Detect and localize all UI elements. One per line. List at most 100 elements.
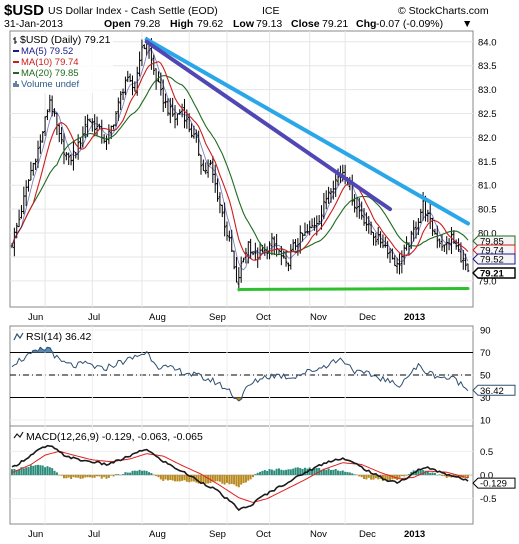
price-bar	[284, 251, 288, 267]
macd-x-axis: Jun Jul Aug Sep Oct Nov Dec 2013	[28, 529, 425, 540]
macd-histogram	[11, 464, 469, 488]
price-bar	[46, 109, 49, 121]
rsi-panel	[9, 325, 474, 427]
macd-legend: MACD(12,26,9) -0.129, -0.063, -0.065	[13, 431, 203, 443]
rsi-series-line	[11, 346, 469, 402]
close-value: 79.21	[322, 18, 348, 30]
legend-ma5-label: MA(5) 79.52	[21, 46, 73, 57]
macd-line-icon	[13, 431, 24, 439]
high-value: 79.62	[197, 18, 223, 30]
macd-value-tag: -0.129	[472, 477, 516, 490]
macd-signal-line	[11, 450, 469, 504]
x-tick-sep: Sep	[209, 312, 226, 323]
svg-text:-0.129: -0.129	[480, 479, 507, 490]
price-bar	[443, 244, 446, 252]
high-label: High	[170, 18, 193, 30]
price-bar	[176, 113, 179, 126]
x-tick-dec: Dec	[359, 312, 376, 323]
open-value: 79.28	[134, 18, 160, 30]
price-bar	[360, 201, 363, 220]
price-y-tick: 84.0	[478, 37, 497, 48]
price-bar	[435, 225, 439, 249]
ohlc-bar-icon	[13, 37, 17, 44]
price-bar	[317, 214, 321, 225]
rsi-y-tick: 90	[480, 326, 491, 337]
rsi-value-tag: 36.42	[472, 384, 516, 397]
price-bar	[119, 91, 122, 111]
price-bar	[107, 124, 111, 145]
legend-item-ma20: MA(20) 79.85	[13, 68, 79, 79]
macd-y-tick: -0.5	[480, 494, 496, 505]
trend-line-trend_dark	[144, 39, 393, 212]
price-bar	[13, 227, 16, 257]
rsi-legend: RSI(14) 36.42	[13, 331, 92, 343]
price-bar	[62, 132, 66, 165]
ma10-series-line	[11, 60, 469, 261]
price-bar	[152, 54, 156, 75]
price-bar	[228, 230, 231, 242]
price-bar	[353, 194, 356, 213]
down-arrow-icon: ▼	[462, 18, 472, 30]
x-tick-2013: 2013	[404, 312, 425, 323]
price-y-tick: 81.0	[478, 181, 497, 192]
price-bar	[249, 238, 252, 259]
price-y-tick: 83.5	[478, 61, 497, 72]
price-bar	[466, 263, 470, 273]
legend-usd-label: $USD (Daily) 79.21	[20, 34, 111, 46]
macd-x-tick-sep: Sep	[209, 529, 226, 540]
price-bar	[39, 134, 42, 154]
low-value: 79.13	[256, 18, 282, 30]
price-bar	[412, 220, 415, 242]
price-bar	[34, 158, 37, 171]
svg-text:79.52: 79.52	[480, 255, 504, 266]
price-bar	[166, 98, 170, 116]
price-bar	[287, 262, 290, 272]
quote-date: 31-Jan-2013	[4, 18, 63, 30]
price-bar	[393, 255, 397, 266]
price-bar	[440, 234, 444, 251]
rsi-y-tick: 50	[480, 371, 491, 382]
svg-text:79.74: 79.74	[480, 246, 504, 257]
price-bar	[461, 249, 465, 270]
price-bar	[239, 256, 243, 283]
price-bar	[117, 97, 120, 122]
rsi-y-tick: 30	[480, 393, 491, 404]
legend-item-usd: $USD (Daily) 79.21	[13, 34, 111, 46]
x-tick-nov: Nov	[310, 312, 327, 323]
price-bar	[157, 71, 160, 83]
price-bar	[454, 239, 458, 250]
macd-x-tick-nov: Nov	[310, 529, 327, 540]
macd-x-tick-oct: Oct	[256, 529, 271, 540]
price-bar	[43, 116, 47, 136]
ma5-series-line	[11, 49, 469, 271]
price-bar	[235, 257, 238, 283]
price-bar	[457, 238, 460, 252]
price-bar	[310, 218, 314, 229]
symbol-label: $USD	[4, 2, 44, 19]
volume-icon	[13, 81, 19, 87]
price-bar	[270, 232, 274, 256]
price-bar	[93, 114, 96, 137]
price-bar	[218, 192, 222, 214]
price-value-tag: 79.21	[472, 267, 516, 280]
price-bar	[386, 240, 389, 259]
macd-y-tick: 0.0	[480, 471, 493, 482]
chg-value: -0.07 (-0.09%)	[376, 18, 443, 30]
price-bar	[372, 231, 375, 246]
price-bar	[374, 232, 378, 246]
legend-background	[13, 33, 113, 93]
price-legend: $USD (Daily) 79.21 MA(5) 79.52 MA(10) 79…	[13, 33, 113, 93]
price-bar	[220, 204, 224, 218]
price-bar	[41, 131, 45, 143]
price-bar	[223, 202, 226, 237]
legend-item-volume: Volume undef	[13, 79, 79, 90]
price-bar	[79, 137, 82, 150]
x-tick-jun: Jun	[28, 312, 43, 323]
macd-series-line	[11, 444, 469, 512]
ma20-series-line	[11, 75, 469, 256]
legend-ma10-label: MA(10) 79.74	[21, 57, 79, 68]
trend-line-trend_light	[144, 37, 470, 226]
